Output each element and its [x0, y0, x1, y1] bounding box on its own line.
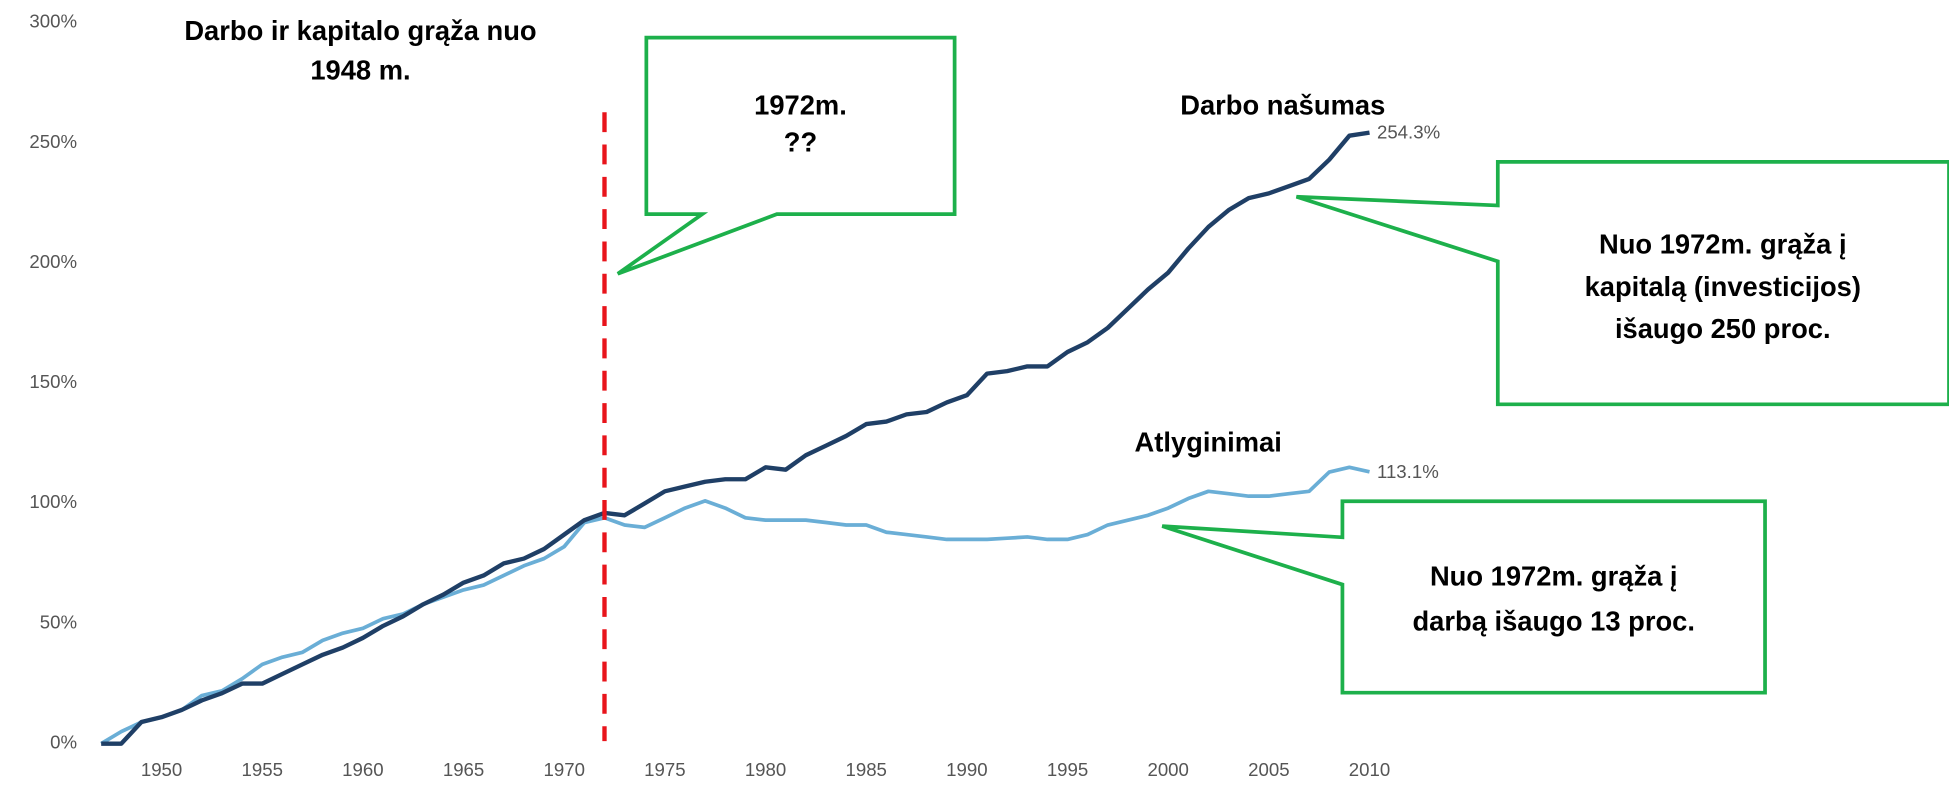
x-tick-label: 2000: [1147, 759, 1188, 780]
y-tick-label: 200%: [29, 251, 77, 272]
x-tick-label: 1960: [342, 759, 383, 780]
series-line: [100, 465, 1370, 746]
y-tick-label: 0%: [50, 732, 77, 753]
callout-text: išaugo 250 proc.: [1615, 313, 1831, 344]
x-tick-label: 1975: [644, 759, 685, 780]
y-tick-label: 50%: [40, 611, 77, 632]
x-tick-label: 1950: [141, 759, 182, 780]
callout-box: [616, 35, 957, 276]
callout-boxes: [616, 35, 1949, 695]
x-tick-label: 2005: [1248, 759, 1289, 780]
callout-text: kapitalą (investicijos): [1585, 271, 1861, 302]
end-label: 113.1%: [1377, 461, 1439, 482]
callout-box: [1295, 160, 1949, 407]
x-tick-label: 1970: [544, 759, 585, 780]
series-label: Darbo našumas: [1180, 89, 1385, 120]
series-label: Atlyginimai: [1135, 426, 1282, 457]
x-tick-label: 2010: [1349, 759, 1390, 780]
y-tick-label: 300%: [29, 11, 77, 32]
callout-text: 1972m.: [754, 89, 847, 120]
chart-title: Darbo ir kapitalo grąža nuo: [184, 15, 536, 46]
y-tick-label: 100%: [29, 491, 77, 512]
callout-text: Nuo 1972m. grąža į: [1430, 561, 1678, 592]
callout-text: Nuo 1972m. grąža į: [1599, 229, 1847, 260]
x-tick-label: 1985: [845, 759, 886, 780]
x-tick-label: 1990: [946, 759, 987, 780]
callout-text: darbą išaugo 13 proc.: [1412, 605, 1694, 636]
x-tick-label: 1980: [745, 759, 786, 780]
x-tick-label: 1995: [1047, 759, 1088, 780]
x-tick-label: 1965: [443, 759, 484, 780]
y-tick-label: 150%: [29, 371, 77, 392]
end-label: 254.3%: [1377, 122, 1440, 143]
series-line: [101, 130, 1370, 746]
callout-box: [1161, 499, 1767, 695]
y-tick-label: 250%: [29, 131, 77, 152]
callout-text: ??: [784, 127, 817, 158]
x-tick-label: 1955: [242, 759, 283, 780]
chart-title: 1948 m.: [310, 55, 410, 86]
